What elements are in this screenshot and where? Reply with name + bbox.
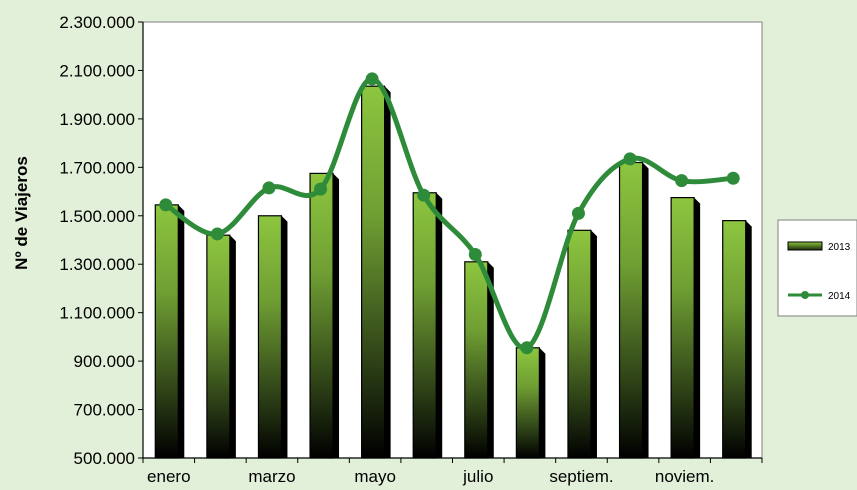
legend-box <box>777 219 857 317</box>
legend-label-2014: 2014 <box>828 291 851 302</box>
x-tick-label: julio <box>462 467 493 486</box>
bar-2013 <box>670 197 695 459</box>
bar-2013 <box>309 172 334 459</box>
point-2014 <box>468 248 482 262</box>
bar-side-2013 <box>745 220 752 458</box>
y-tick-label: 700.000 <box>74 401 135 420</box>
point-2014 <box>623 152 637 166</box>
point-2014 <box>417 188 431 202</box>
point-2014 <box>159 198 173 212</box>
bar-side-2013 <box>436 192 443 458</box>
bar-side-2013 <box>539 347 546 458</box>
bar-2013 <box>464 261 489 459</box>
bar-side-2013 <box>281 215 288 458</box>
point-2014 <box>571 206 585 220</box>
bar-side-2013 <box>178 204 185 458</box>
bar-2013 <box>412 192 437 459</box>
bar-side-2013 <box>229 235 236 458</box>
y-tick-label: 2.100.000 <box>59 61 135 80</box>
x-tick-label: marzo <box>248 467 295 486</box>
bar-2013 <box>206 234 231 459</box>
point-2014 <box>210 227 224 241</box>
bar-side-2013 <box>487 261 494 458</box>
point-2014 <box>314 182 328 196</box>
y-tick-label: 500.000 <box>74 449 135 468</box>
bar-side-2013 <box>384 86 391 458</box>
point-2014 <box>675 174 689 188</box>
y-tick-label: 1.700.000 <box>59 158 135 177</box>
bar-2013 <box>515 347 540 459</box>
x-tick-label: mayo <box>354 467 396 486</box>
bar-side-2013 <box>642 162 649 458</box>
y-tick-label: 1.500.000 <box>59 207 135 226</box>
y-axis-label: Nº de Viajeros <box>12 156 31 270</box>
point-2014 <box>262 181 276 195</box>
y-tick-label: 1.300.000 <box>59 255 135 274</box>
y-tick-label: 1.100.000 <box>59 304 135 323</box>
y-tick-label: 2.300.000 <box>59 13 135 32</box>
x-tick-label: enero <box>147 467 190 486</box>
bar-side-2013 <box>694 197 701 458</box>
point-2014 <box>365 72 379 86</box>
bar-side-2013 <box>333 173 340 458</box>
bar-2013 <box>361 85 386 459</box>
bar-2013 <box>722 220 747 459</box>
legend-label-2013: 2013 <box>828 242 851 253</box>
x-tick-label: noviem. <box>655 467 715 486</box>
legend-marker-2014 <box>801 291 809 299</box>
y-tick-label: 1.900.000 <box>59 110 135 129</box>
point-2014 <box>520 341 534 355</box>
bar-2013 <box>154 204 179 459</box>
x-tick-label: septiem. <box>549 467 613 486</box>
bar-2013 <box>618 161 644 459</box>
bar-2013 <box>567 229 592 459</box>
y-tick-label: 900.000 <box>74 352 135 371</box>
bar-2013 <box>257 215 283 459</box>
plot-area <box>142 21 763 459</box>
legend-swatch-2013 <box>787 241 823 251</box>
bar-side-2013 <box>590 230 597 458</box>
point-2014 <box>726 171 740 185</box>
